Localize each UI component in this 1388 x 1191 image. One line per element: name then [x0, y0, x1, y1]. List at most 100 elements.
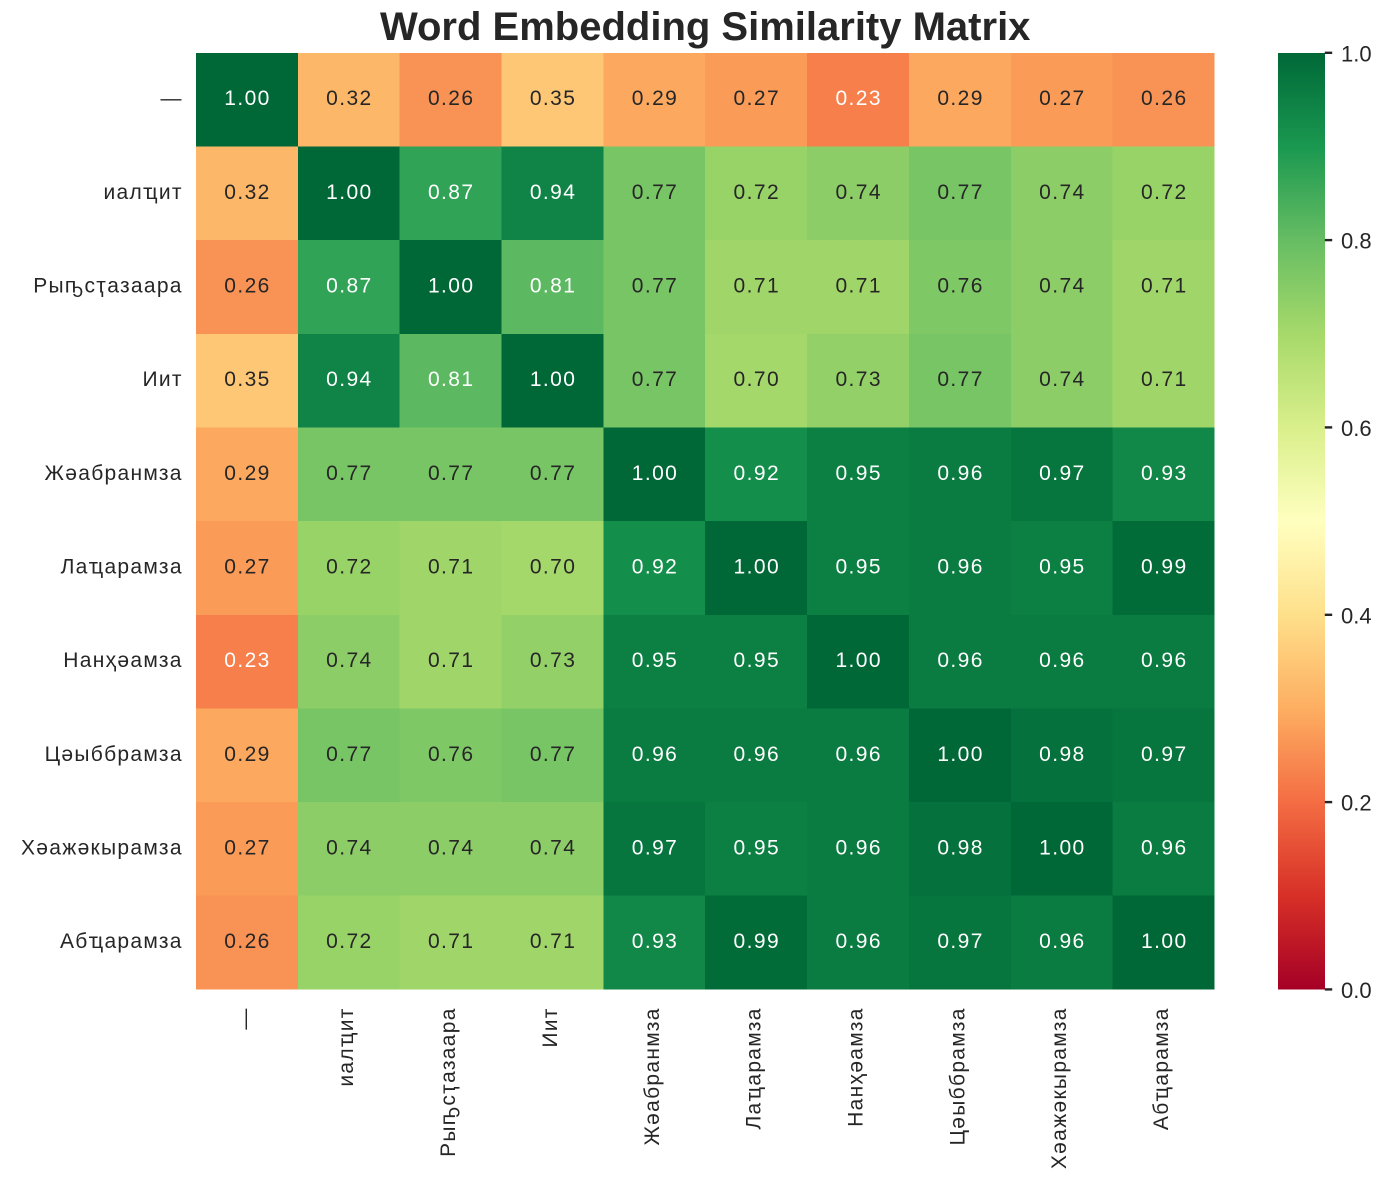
svg-text:0.27: 0.27	[224, 556, 270, 579]
svg-text:0.27: 0.27	[734, 87, 780, 110]
svg-text:1.00: 1.00	[326, 181, 372, 204]
svg-text:1.00: 1.00	[1141, 930, 1187, 953]
svg-text:0.96: 0.96	[937, 649, 983, 672]
svg-text:0.29: 0.29	[224, 462, 270, 485]
svg-text:0.77: 0.77	[326, 462, 372, 485]
svg-text:0.70: 0.70	[734, 368, 780, 391]
svg-text:Нанҳәамза: Нанҳәамза	[63, 649, 183, 672]
svg-text:0.97: 0.97	[632, 837, 678, 860]
svg-text:Жәабранмза: Жәабранмза	[641, 1007, 664, 1145]
svg-text:0.71: 0.71	[1141, 275, 1187, 298]
svg-text:0.74: 0.74	[530, 837, 576, 860]
svg-text:0.23: 0.23	[224, 649, 270, 672]
svg-text:0.71: 0.71	[428, 649, 474, 672]
svg-text:0.26: 0.26	[224, 930, 270, 953]
svg-text:0.4: 0.4	[1341, 603, 1372, 628]
svg-text:0.77: 0.77	[530, 743, 576, 766]
svg-text:1.00: 1.00	[1039, 837, 1085, 860]
svg-text:0.77: 0.77	[326, 743, 372, 766]
svg-text:0.29: 0.29	[224, 743, 270, 766]
svg-text:0.27: 0.27	[1039, 87, 1085, 110]
svg-text:0.72: 0.72	[326, 556, 372, 579]
svg-text:0.29: 0.29	[937, 87, 983, 110]
svg-text:—: —	[233, 1007, 256, 1029]
svg-text:0.76: 0.76	[428, 743, 474, 766]
svg-text:0.71: 0.71	[734, 275, 780, 298]
svg-text:0.77: 0.77	[530, 462, 576, 485]
svg-text:0.71: 0.71	[428, 930, 474, 953]
svg-text:Жәабранмза: Жәабранмза	[45, 462, 183, 485]
svg-text:Иит: Иит	[142, 368, 182, 391]
svg-text:0.98: 0.98	[937, 837, 983, 860]
svg-text:1.00: 1.00	[937, 743, 983, 766]
svg-text:1.00: 1.00	[530, 368, 576, 391]
svg-text:0.97: 0.97	[1141, 743, 1187, 766]
svg-text:Хәажәкырамза: Хәажәкырамза	[21, 837, 183, 860]
svg-text:0.95: 0.95	[632, 649, 678, 672]
svg-text:0.95: 0.95	[835, 556, 881, 579]
svg-text:Абҵарамза: Абҵарамза	[60, 930, 183, 953]
svg-text:0.95: 0.95	[1039, 556, 1085, 579]
svg-text:0.92: 0.92	[734, 462, 780, 485]
svg-text:0.93: 0.93	[632, 930, 678, 953]
svg-text:0.95: 0.95	[734, 649, 780, 672]
svg-text:0.74: 0.74	[1039, 368, 1085, 391]
svg-text:0.26: 0.26	[428, 87, 474, 110]
svg-text:Абҵарамза: Абҵарамза	[1150, 1007, 1173, 1130]
svg-text:Лаҵарамза: Лаҵарамза	[61, 556, 183, 579]
svg-text:0.94: 0.94	[530, 181, 576, 204]
svg-text:0.74: 0.74	[835, 181, 881, 204]
svg-text:0.72: 0.72	[1141, 181, 1187, 204]
svg-text:0.74: 0.74	[326, 837, 372, 860]
svg-text:0.97: 0.97	[1039, 462, 1085, 485]
svg-text:Нанҳәамза: Нанҳәамза	[845, 1007, 868, 1127]
svg-text:0.35: 0.35	[224, 368, 270, 391]
svg-text:0.96: 0.96	[1039, 930, 1085, 953]
svg-text:0.71: 0.71	[835, 275, 881, 298]
svg-text:0.97: 0.97	[937, 930, 983, 953]
svg-text:0.77: 0.77	[632, 275, 678, 298]
svg-text:0.27: 0.27	[224, 837, 270, 860]
svg-text:0.76: 0.76	[937, 275, 983, 298]
svg-text:0.72: 0.72	[326, 930, 372, 953]
svg-text:0.23: 0.23	[835, 87, 881, 110]
svg-text:0.35: 0.35	[530, 87, 576, 110]
svg-text:0.95: 0.95	[734, 837, 780, 860]
svg-text:0.2: 0.2	[1341, 791, 1372, 816]
svg-text:0.95: 0.95	[835, 462, 881, 485]
svg-text:0.96: 0.96	[835, 743, 881, 766]
svg-text:0.96: 0.96	[937, 462, 983, 485]
svg-text:0.96: 0.96	[734, 743, 780, 766]
svg-text:—: —	[160, 87, 182, 110]
svg-text:0.77: 0.77	[937, 368, 983, 391]
svg-text:0.77: 0.77	[632, 181, 678, 204]
svg-text:0.74: 0.74	[428, 837, 474, 860]
svg-text:0.96: 0.96	[632, 743, 678, 766]
svg-text:1.0: 1.0	[1341, 41, 1372, 66]
svg-text:1.00: 1.00	[835, 649, 881, 672]
svg-text:Лаҵарамза: Лаҵарамза	[743, 1007, 766, 1129]
svg-text:0.73: 0.73	[835, 368, 881, 391]
svg-text:0.70: 0.70	[530, 556, 576, 579]
svg-text:Word Embedding Similarity Matr: Word Embedding Similarity Matrix	[380, 5, 1030, 49]
svg-text:0.99: 0.99	[1141, 556, 1187, 579]
svg-text:0.32: 0.32	[224, 181, 270, 204]
svg-text:1.00: 1.00	[632, 462, 678, 485]
svg-text:0.98: 0.98	[1039, 743, 1085, 766]
svg-text:0.81: 0.81	[530, 275, 576, 298]
svg-text:0.77: 0.77	[428, 462, 474, 485]
svg-text:0.87: 0.87	[428, 181, 474, 204]
svg-text:иалҵит: иалҵит	[103, 181, 182, 204]
svg-text:0.29: 0.29	[632, 87, 678, 110]
svg-text:0.87: 0.87	[326, 275, 372, 298]
svg-text:0.26: 0.26	[1141, 87, 1187, 110]
svg-text:иалҵит: иалҵит	[335, 1007, 358, 1086]
svg-text:0.81: 0.81	[428, 368, 474, 391]
svg-text:0.0: 0.0	[1341, 978, 1372, 1003]
svg-text:1.00: 1.00	[734, 556, 780, 579]
svg-text:Иит: Иит	[539, 1007, 562, 1047]
svg-text:0.96: 0.96	[1141, 837, 1187, 860]
svg-text:0.8: 0.8	[1341, 229, 1372, 254]
svg-text:0.92: 0.92	[632, 556, 678, 579]
svg-text:0.6: 0.6	[1341, 416, 1372, 441]
